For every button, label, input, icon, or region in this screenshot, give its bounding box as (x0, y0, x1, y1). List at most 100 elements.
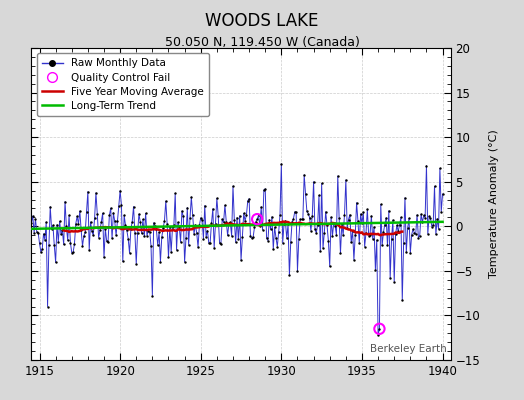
Point (354, 218, 362, 224)
Point (366, 231, 374, 238)
Point (330, 220, 338, 226)
Point (42, 219, 50, 225)
Point (103, 238, 111, 244)
Point (105, 212, 114, 219)
Point (184, 242, 193, 248)
Point (57, 231, 65, 238)
Point (337, 220, 346, 227)
Point (375, 326, 384, 332)
Point (46, 204, 54, 210)
Point (432, 231, 440, 237)
Point (285, 272, 293, 278)
Point (288, 218, 296, 225)
Point (148, 293, 157, 299)
Point (403, 225, 412, 232)
Point (435, 165, 444, 172)
Point (208, 220, 216, 226)
Point (180, 259, 189, 265)
Point (203, 227, 212, 234)
Point (217, 241, 225, 247)
Point (421, 215, 429, 221)
Point (35, 240, 43, 246)
Point (297, 216, 305, 223)
Point (256, 223, 264, 229)
Point (147, 243, 155, 249)
Point (402, 249, 410, 256)
Point (214, 213, 222, 219)
Point (115, 202, 123, 209)
Point (291, 209, 299, 215)
Point (178, 208, 186, 214)
Point (136, 219, 145, 225)
Point (273, 243, 281, 250)
Point (383, 242, 391, 249)
Point (387, 236, 396, 243)
Point (70, 241, 79, 247)
Point (294, 236, 303, 242)
Point (93, 211, 102, 217)
Point (63, 237, 72, 244)
Point (23, 203, 31, 209)
Point (430, 183, 439, 189)
Point (305, 214, 314, 221)
Point (112, 232, 121, 238)
Point (141, 210, 150, 216)
Point (25, 226, 33, 233)
Point (88, 228, 96, 235)
Point (75, 208, 84, 214)
Point (353, 200, 361, 206)
Point (139, 216, 147, 223)
Point (263, 234, 271, 241)
Point (166, 224, 174, 230)
Point (123, 227, 131, 234)
Point (120, 212, 128, 218)
Point (437, 208, 445, 215)
Point (336, 250, 345, 256)
Point (420, 212, 428, 219)
Point (303, 208, 311, 214)
Point (323, 222, 331, 229)
Point (109, 210, 117, 216)
Point (398, 297, 407, 304)
Point (322, 208, 330, 215)
Point (155, 229, 163, 235)
Point (39, 231, 48, 237)
Point (66, 240, 74, 246)
Point (206, 240, 214, 246)
Point (111, 218, 119, 225)
Point (96, 227, 104, 234)
Point (49, 222, 57, 228)
Point (276, 212, 284, 218)
Point (351, 232, 359, 238)
Point (260, 187, 268, 193)
Point (249, 234, 257, 240)
Point (129, 203, 138, 210)
Point (195, 222, 204, 228)
Point (300, 172, 309, 178)
Point (399, 240, 408, 246)
Point (324, 238, 333, 244)
Point (233, 214, 241, 221)
Point (60, 241, 68, 248)
Point (429, 222, 438, 228)
Point (268, 214, 276, 220)
Point (389, 217, 397, 223)
Point (37, 249, 45, 255)
Point (418, 219, 427, 225)
Point (183, 204, 191, 211)
Point (370, 224, 378, 230)
Point (160, 218, 169, 224)
Point (422, 162, 431, 169)
Point (81, 229, 90, 236)
Point (261, 186, 269, 192)
Point (348, 228, 357, 234)
Point (334, 173, 342, 179)
Point (211, 221, 220, 227)
Point (428, 223, 436, 230)
Point (379, 229, 388, 235)
Point (125, 250, 134, 256)
Point (80, 233, 88, 239)
Point (156, 259, 165, 265)
Point (350, 257, 358, 263)
Point (124, 236, 133, 242)
